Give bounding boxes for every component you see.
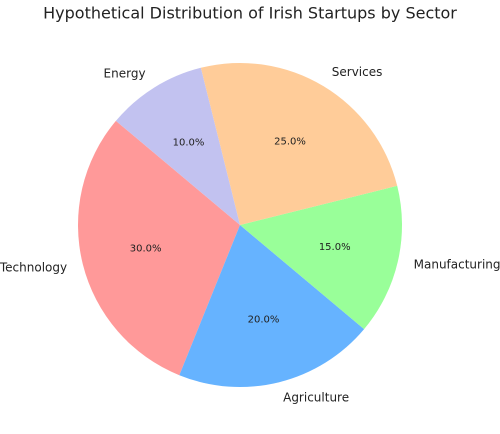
- slice-label: Services: [332, 65, 383, 79]
- pie-slice: [179, 225, 365, 387]
- value-label: 15.0%: [319, 242, 351, 253]
- pie-slice: [240, 185, 402, 330]
- value-label: 25.0%: [274, 137, 306, 148]
- slice-label: Agriculture: [283, 390, 349, 404]
- pie-slice: [78, 120, 240, 376]
- value-label: 30.0%: [130, 244, 162, 255]
- slice-label: Technology: [0, 261, 67, 275]
- value-label: 20.0%: [248, 314, 280, 325]
- chart-title: Hypothetical Distribution of Irish Start…: [43, 4, 457, 23]
- pie-slice: [115, 67, 240, 225]
- pie-slice: [200, 62, 398, 225]
- slice-label: Manufacturing: [414, 258, 500, 272]
- slice-label: Energy: [104, 66, 146, 80]
- value-label: 10.0%: [173, 138, 205, 149]
